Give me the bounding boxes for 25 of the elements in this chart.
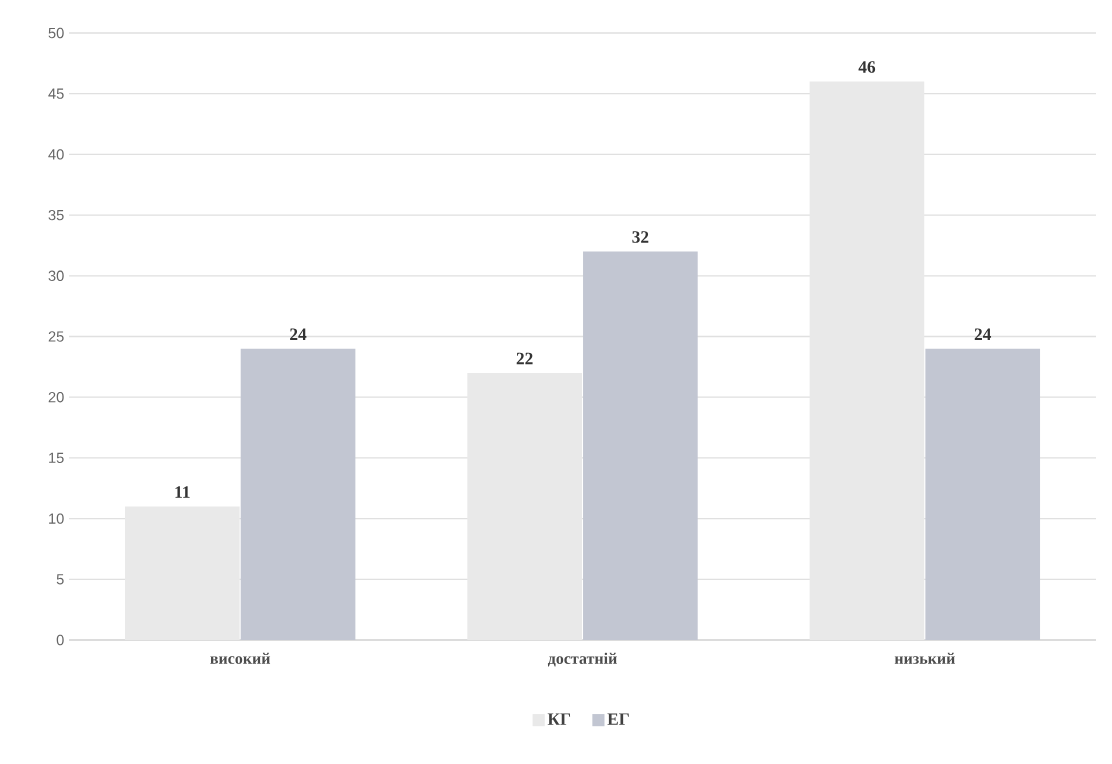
y-tick-label: 25 xyxy=(48,331,64,342)
y-tick-label: 30 xyxy=(48,270,64,281)
y-tick-label: 0 xyxy=(56,634,64,646)
y-tick-label: 40 xyxy=(48,149,64,160)
bar xyxy=(583,251,698,640)
y-tick-label: 50 xyxy=(48,27,64,39)
bar xyxy=(240,348,356,640)
data-label: 32 xyxy=(632,231,649,243)
y-tick-label: 5 xyxy=(56,574,64,585)
legend-label: КГ xyxy=(547,713,571,725)
bar xyxy=(925,348,1041,640)
data-label: 24 xyxy=(974,328,992,340)
x-tick-label: високий xyxy=(210,652,271,664)
data-label: 11 xyxy=(175,486,190,498)
x-tick-label: низький xyxy=(894,652,955,664)
y-tick-label: 45 xyxy=(48,88,64,99)
x-tick-label: достатній xyxy=(547,652,617,667)
y-tick-label: 15 xyxy=(49,452,64,464)
data-label: 24 xyxy=(290,328,307,340)
y-tick-label: 20 xyxy=(48,392,64,403)
data-label: 22 xyxy=(516,352,533,365)
legend-label: ЕГ xyxy=(607,713,629,725)
data-label: 46 xyxy=(858,61,876,73)
y-tick-label: 35 xyxy=(48,209,64,221)
y-tick-label: 10 xyxy=(49,513,64,524)
